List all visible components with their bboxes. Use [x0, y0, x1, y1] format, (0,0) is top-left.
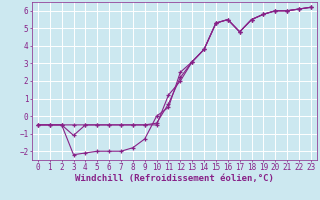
X-axis label: Windchill (Refroidissement éolien,°C): Windchill (Refroidissement éolien,°C) — [75, 174, 274, 183]
